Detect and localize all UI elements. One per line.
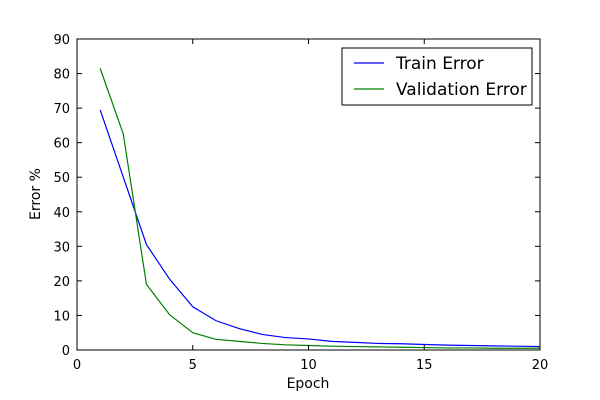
y-tick-label: 40 — [53, 206, 70, 221]
y-tick-label: 30 — [53, 240, 70, 255]
y-tick-label: 10 — [53, 309, 70, 324]
x-tick-label: 15 — [416, 358, 433, 373]
series-layer — [99, 68, 541, 349]
legend: Train Error Validation Error — [341, 47, 533, 106]
y-tick-label: 0 — [62, 344, 70, 359]
x-tick-label: 20 — [532, 358, 549, 373]
legend-box — [341, 47, 533, 106]
y-tick-label: 20 — [53, 275, 70, 290]
y-tick-label: 60 — [53, 137, 70, 152]
y-axis-title: Error % — [28, 168, 44, 220]
x-axis-title: Epoch — [287, 376, 330, 392]
x-tick-label: 5 — [189, 358, 197, 373]
y-tick-label: 70 — [53, 102, 70, 117]
y-tick-label: 80 — [53, 68, 70, 83]
x-tick-label: 0 — [73, 358, 81, 373]
y-tick-label: 90 — [53, 33, 70, 48]
axes-layer: 0 5 10 15 20 0 10 20 30 40 50 60 70 80 90 — [53, 33, 548, 373]
legend-label-validation-error: Validation Error — [396, 80, 527, 100]
x-tick-label: 10 — [300, 358, 317, 373]
y-tick-label: 50 — [53, 171, 70, 186]
series-line-validation-error — [99, 68, 540, 349]
series-line-train-error — [99, 109, 541, 348]
legend-label-train-error: Train Error — [395, 54, 484, 74]
